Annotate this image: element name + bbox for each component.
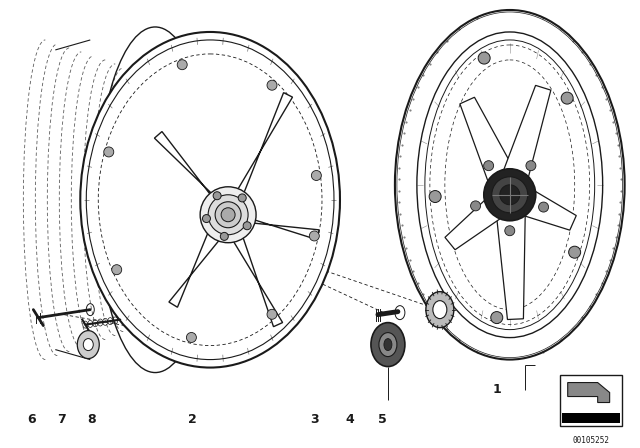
Polygon shape [494,192,525,319]
Ellipse shape [526,161,536,171]
Ellipse shape [379,332,397,357]
Ellipse shape [80,32,340,367]
Ellipse shape [539,202,548,212]
Text: 3: 3 [310,413,318,426]
Ellipse shape [200,187,256,243]
Ellipse shape [384,339,392,351]
Ellipse shape [569,246,580,258]
Ellipse shape [202,215,211,223]
Ellipse shape [104,147,114,157]
Ellipse shape [492,177,528,213]
Polygon shape [460,97,524,202]
Text: 6: 6 [27,413,36,426]
Polygon shape [445,179,512,250]
Polygon shape [218,93,292,224]
Polygon shape [568,383,610,402]
Ellipse shape [267,309,277,319]
Ellipse shape [220,233,228,241]
Ellipse shape [243,222,251,230]
Ellipse shape [371,323,405,366]
Ellipse shape [500,185,520,205]
Text: 5: 5 [378,413,387,426]
Ellipse shape [267,80,277,90]
Text: 2: 2 [188,413,196,426]
Ellipse shape [208,195,248,235]
Ellipse shape [77,331,99,358]
Ellipse shape [426,292,454,327]
Polygon shape [154,132,235,227]
Ellipse shape [221,208,235,222]
Text: 1: 1 [492,383,501,396]
Text: 4: 4 [346,413,355,426]
Ellipse shape [215,202,241,228]
Ellipse shape [470,201,481,211]
Polygon shape [226,201,283,327]
Ellipse shape [478,52,490,64]
Ellipse shape [433,301,447,319]
Ellipse shape [429,190,441,202]
Polygon shape [169,212,242,307]
Ellipse shape [309,231,319,241]
Ellipse shape [395,10,625,360]
Polygon shape [216,208,319,240]
Ellipse shape [186,332,196,342]
Ellipse shape [491,311,503,323]
Ellipse shape [505,226,515,236]
Ellipse shape [177,60,188,70]
Bar [562,413,620,423]
Ellipse shape [484,161,493,171]
Ellipse shape [238,194,246,202]
Text: 00105252: 00105252 [572,436,609,445]
Ellipse shape [83,339,93,351]
Ellipse shape [312,171,321,181]
Ellipse shape [417,32,603,338]
Polygon shape [499,86,551,206]
Ellipse shape [213,192,221,200]
Polygon shape [502,181,576,230]
Bar [560,375,621,426]
Ellipse shape [561,92,573,104]
Text: 7: 7 [57,413,66,426]
Ellipse shape [112,265,122,275]
Text: 8: 8 [87,413,95,426]
Ellipse shape [484,169,536,221]
